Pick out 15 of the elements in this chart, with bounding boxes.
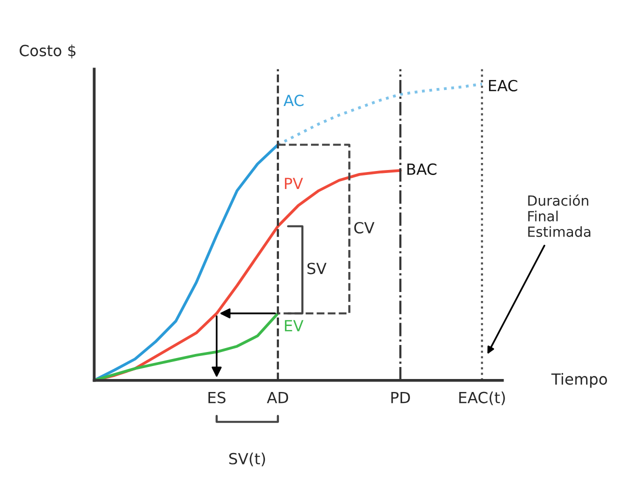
x-axis-title: Tiempo xyxy=(551,372,607,388)
annotation: AC xyxy=(284,94,304,106)
x-tick-label: ES xyxy=(208,392,226,404)
x-tick-label: AD xyxy=(266,392,288,404)
text: Duración Final Estimada xyxy=(528,194,590,237)
annotation: PV xyxy=(284,178,303,189)
annotation: EAC xyxy=(489,80,518,92)
y-axis-title: Costo $ xyxy=(20,44,76,58)
text: SV(t) xyxy=(229,452,265,466)
annotation: BAC xyxy=(407,163,436,175)
x-tick-label: PD xyxy=(391,392,410,404)
annotation: EV xyxy=(284,320,304,332)
annotation: SV xyxy=(307,262,326,274)
x-tick-label: EAC(t) xyxy=(459,392,505,406)
annotation: CV xyxy=(354,222,374,234)
